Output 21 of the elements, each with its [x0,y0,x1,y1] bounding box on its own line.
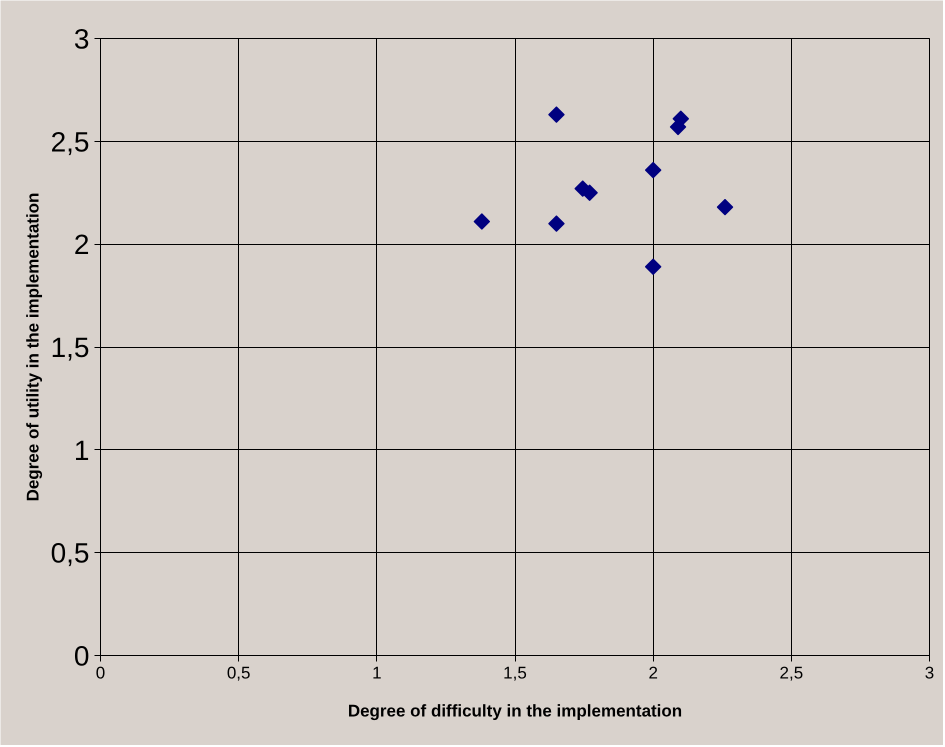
point [474,213,490,230]
y-tick-label: 2 [74,229,90,260]
x-tick-label: 1 [372,664,382,682]
y-tick-label: 2,5 [50,126,90,158]
x-tick-label: 0,5 [226,664,250,682]
point [644,258,662,276]
y-tick-label: 0,5 [50,538,90,569]
x-tick-label: 3 [924,664,934,682]
point [644,162,662,178]
point [548,215,565,232]
y-axis-title: Degree of utility in the implementation [24,192,43,502]
x-tick-label: 0 [96,664,106,682]
x-axis-title: Degree of difficulty in the implementation [348,702,682,720]
y-tick-label: 1,5 [50,332,90,363]
y-tick-label: 1 [74,434,90,466]
y-tick-label: 3 [74,24,90,54]
point [548,106,565,123]
x-tick-label: 1,5 [503,664,527,682]
x-tick-label: 2,5 [780,664,804,682]
point [716,198,734,216]
x-tick-label: 2 [648,664,658,682]
